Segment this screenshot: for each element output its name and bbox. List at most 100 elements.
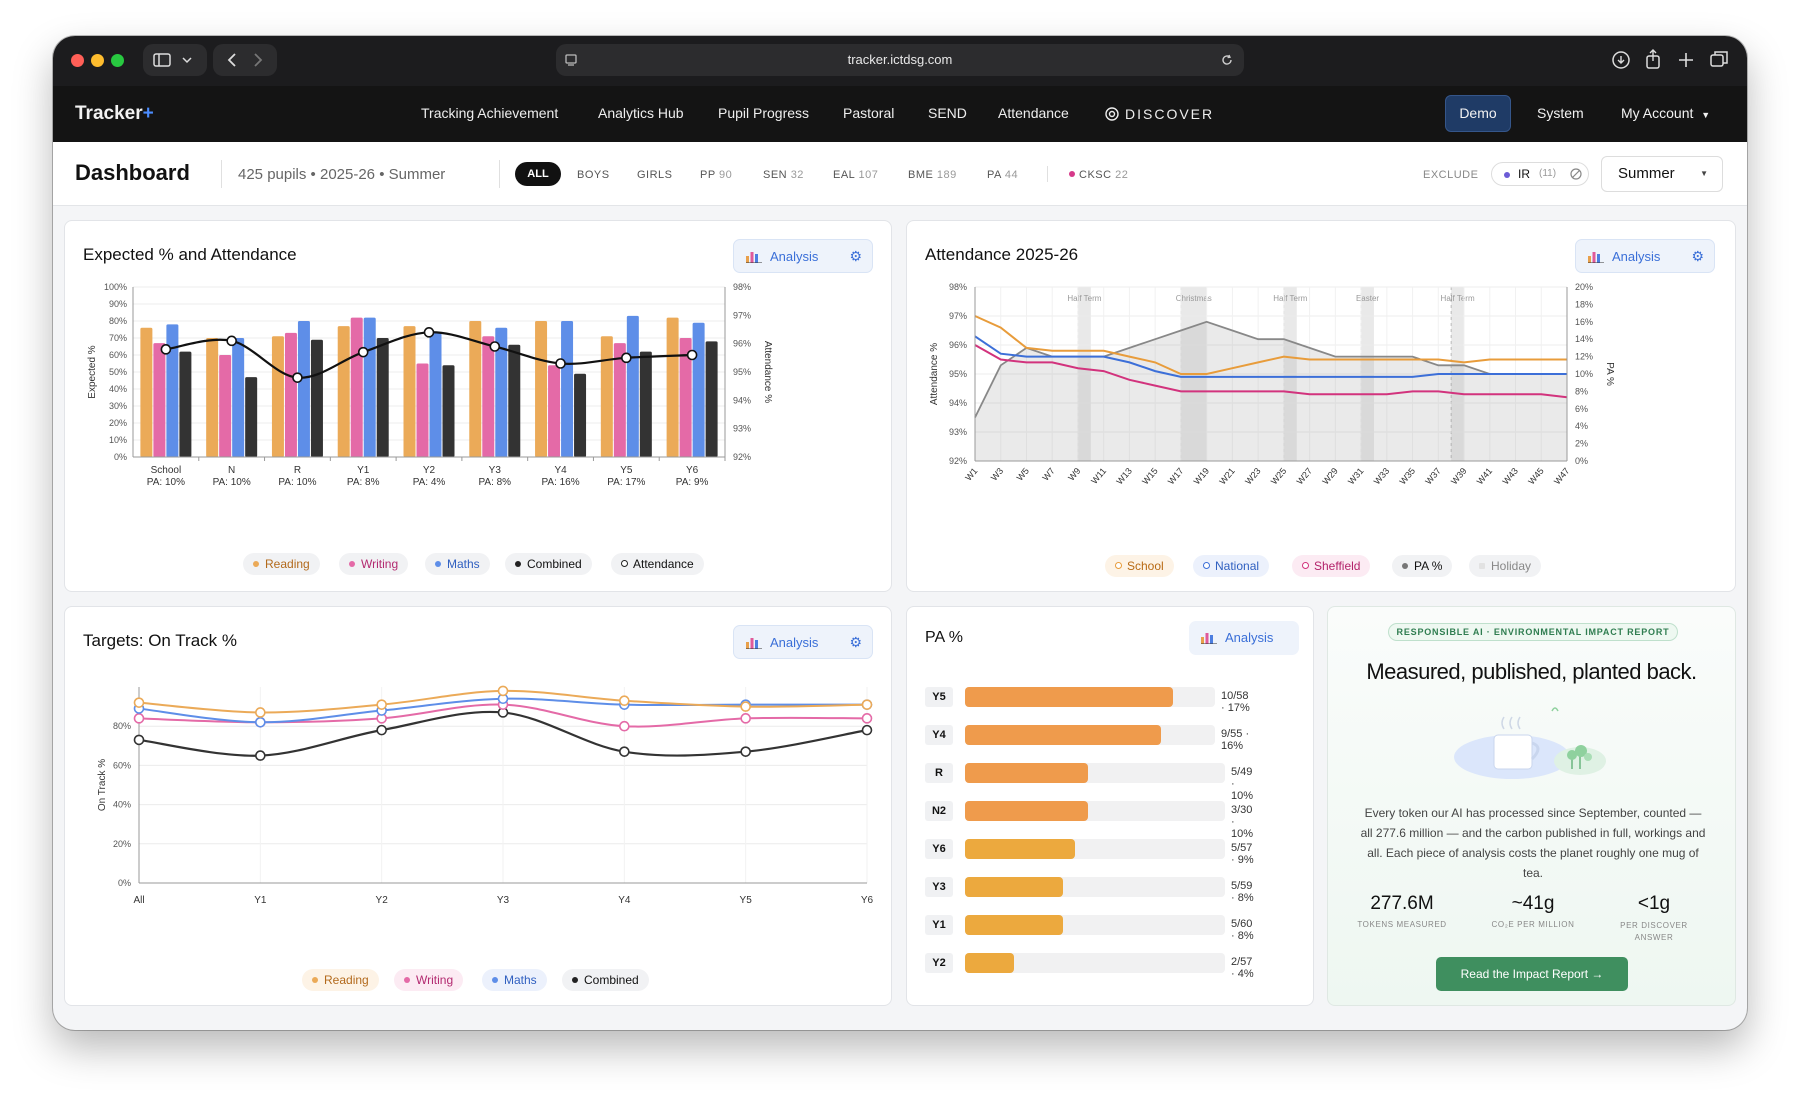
x-tick-label: W7 (1040, 466, 1056, 483)
sidebar-toggle-button[interactable] (143, 44, 207, 76)
y-tick-label: 100% (104, 282, 127, 292)
legend-combined[interactable]: Combined (505, 553, 592, 575)
pa-row[interactable]: Y4 9/55 · 16% (925, 725, 1255, 752)
bar-writing (482, 336, 495, 457)
close-window-button[interactable] (71, 54, 84, 67)
gear-icon: ⚙ (1691, 248, 1704, 264)
x-tick-label: R (294, 465, 301, 476)
new-tab-icon[interactable] (1679, 53, 1693, 67)
pa-row[interactable]: Y1 5/60 · 8% (925, 915, 1255, 942)
y-tick-label: 50% (109, 367, 127, 377)
y-tick-label: 95% (949, 369, 967, 379)
demo-button[interactable]: Demo (1445, 95, 1511, 132)
legend-maths[interactable]: Maths (482, 969, 547, 991)
nav-tracking-achievement[interactable]: Tracking Achievement (421, 105, 559, 121)
analysis-button[interactable]: Analysis ⚙ (733, 239, 873, 273)
download-icon[interactable] (1612, 51, 1630, 69)
chevron-down-icon: ▼ (1701, 110, 1711, 120)
x-tick-label: W17 (1166, 466, 1186, 487)
pa-bar-track (965, 915, 1225, 935)
forward-icon[interactable] (254, 53, 263, 67)
bar-reading (600, 336, 613, 457)
pa-bar (965, 763, 1088, 783)
bar-writing (416, 363, 429, 457)
zoom-window-button[interactable] (111, 54, 124, 67)
filter-sen[interactable]: SEN 32 (763, 169, 804, 181)
back-icon[interactable] (227, 53, 236, 67)
y-tick-label: 80% (109, 316, 127, 326)
nav-send[interactable]: SEND (928, 105, 967, 121)
analysis-button[interactable]: Analysis ⚙ (1575, 239, 1715, 273)
nav-pupil-progress[interactable]: Pupil Progress (718, 105, 810, 121)
holiday-label: Christmas (1176, 294, 1212, 303)
filter-pp[interactable]: PP 90 (700, 169, 733, 181)
analysis-button[interactable]: Analysis (1189, 621, 1299, 655)
filter-pa[interactable]: PA 44 (987, 169, 1019, 181)
x-tick-label: W29 (1320, 466, 1340, 487)
address-bar[interactable]: tracker.ictdsg.com (556, 44, 1244, 76)
app-logo[interactable]: Tracker+ (75, 103, 154, 124)
filter-eal[interactable]: EAL 107 (833, 169, 879, 181)
nav-my-account[interactable]: My Account ▼ (1621, 105, 1711, 121)
filter-bme[interactable]: BME 189 (908, 169, 957, 181)
point-combined (133, 734, 145, 746)
tab-overview-icon[interactable] (1710, 51, 1728, 67)
x-tick-label: W11 (1089, 466, 1108, 486)
minimize-window-button[interactable] (91, 54, 104, 67)
x-tick-label: W41 (1475, 466, 1495, 487)
impact-body: Every token our AI has processed since S… (1360, 806, 1706, 880)
pa-row[interactable]: Y2 2/57 · 4% (925, 953, 1255, 980)
nav-pastoral[interactable]: Pastoral (843, 105, 895, 121)
x-tick-label: W23 (1243, 466, 1263, 487)
share-icon[interactable] (1646, 49, 1660, 69)
x-tick-label: W3 (989, 466, 1005, 483)
pa-row[interactable]: N2 3/30 · 10% (925, 801, 1255, 840)
attendance-point (292, 372, 303, 383)
legend-combined[interactable]: Combined (562, 969, 649, 991)
analysis-button[interactable]: Analysis ⚙ (733, 625, 873, 659)
nav-discover[interactable]: DISCOVER (1105, 105, 1214, 122)
legend-national[interactable]: National (1193, 555, 1270, 577)
bar-reading (271, 336, 284, 457)
legend-holiday[interactable]: Holiday (1469, 555, 1542, 577)
pa-year-label: Y2 (925, 953, 953, 973)
filter-cksc[interactable]: CKSC 22 (1069, 169, 1128, 181)
legend-school[interactable]: School (1105, 555, 1174, 577)
legend-maths[interactable]: Maths (425, 553, 490, 575)
filter-boys[interactable]: BOYS (577, 169, 610, 181)
pa-row[interactable]: Y5 10/58 · 17% (925, 687, 1255, 714)
legend-sheffield[interactable]: Sheffield (1292, 555, 1371, 577)
point-writing (740, 713, 751, 724)
legend-pa[interactable]: PA % (1392, 555, 1453, 577)
exclude-label: EXCLUDE (1423, 169, 1479, 181)
pa-row[interactable]: Y3 5/59 · 8% (925, 877, 1255, 904)
x-sub-label: PA: 9% (676, 477, 709, 488)
nav-attendance[interactable]: Attendance (998, 105, 1069, 121)
pa-row[interactable]: R 5/49 · 10% (925, 763, 1255, 802)
bar-maths (166, 324, 179, 457)
legend-reading[interactable]: Reading (243, 553, 320, 575)
bar-maths (363, 317, 376, 457)
point-combined (740, 746, 751, 757)
nav-analytics-hub[interactable]: Analytics Hub (598, 105, 684, 121)
exclude-ir-toggle[interactable]: IR (11) (1491, 162, 1589, 186)
y-tick-label: 40% (113, 800, 131, 810)
x-tick-label: Y1 (254, 895, 267, 906)
reload-icon[interactable] (1220, 53, 1234, 67)
x-sub-label: PA: 4% (413, 477, 446, 488)
pa-bar (965, 725, 1161, 745)
pa-year-label: Y1 (925, 915, 953, 935)
legend-writing[interactable]: Writing (339, 553, 409, 575)
filter-all[interactable]: ALL (515, 162, 561, 186)
legend-writing[interactable]: Writing (394, 969, 464, 991)
filter-girls[interactable]: GIRLS (637, 169, 673, 181)
x-sub-label: PA: 10% (213, 477, 251, 488)
sidebar-icon (153, 53, 192, 67)
legend-reading[interactable]: Reading (302, 969, 379, 991)
legend-attendance[interactable]: Attendance (611, 553, 704, 575)
page-settings-icon[interactable] (564, 53, 578, 67)
nav-system[interactable]: System (1537, 105, 1584, 121)
read-impact-report-button[interactable]: Read the Impact Report → (1436, 957, 1628, 991)
term-select[interactable]: Summer ▼ (1601, 156, 1723, 192)
pa-row[interactable]: Y6 5/57 · 9% (925, 839, 1255, 866)
